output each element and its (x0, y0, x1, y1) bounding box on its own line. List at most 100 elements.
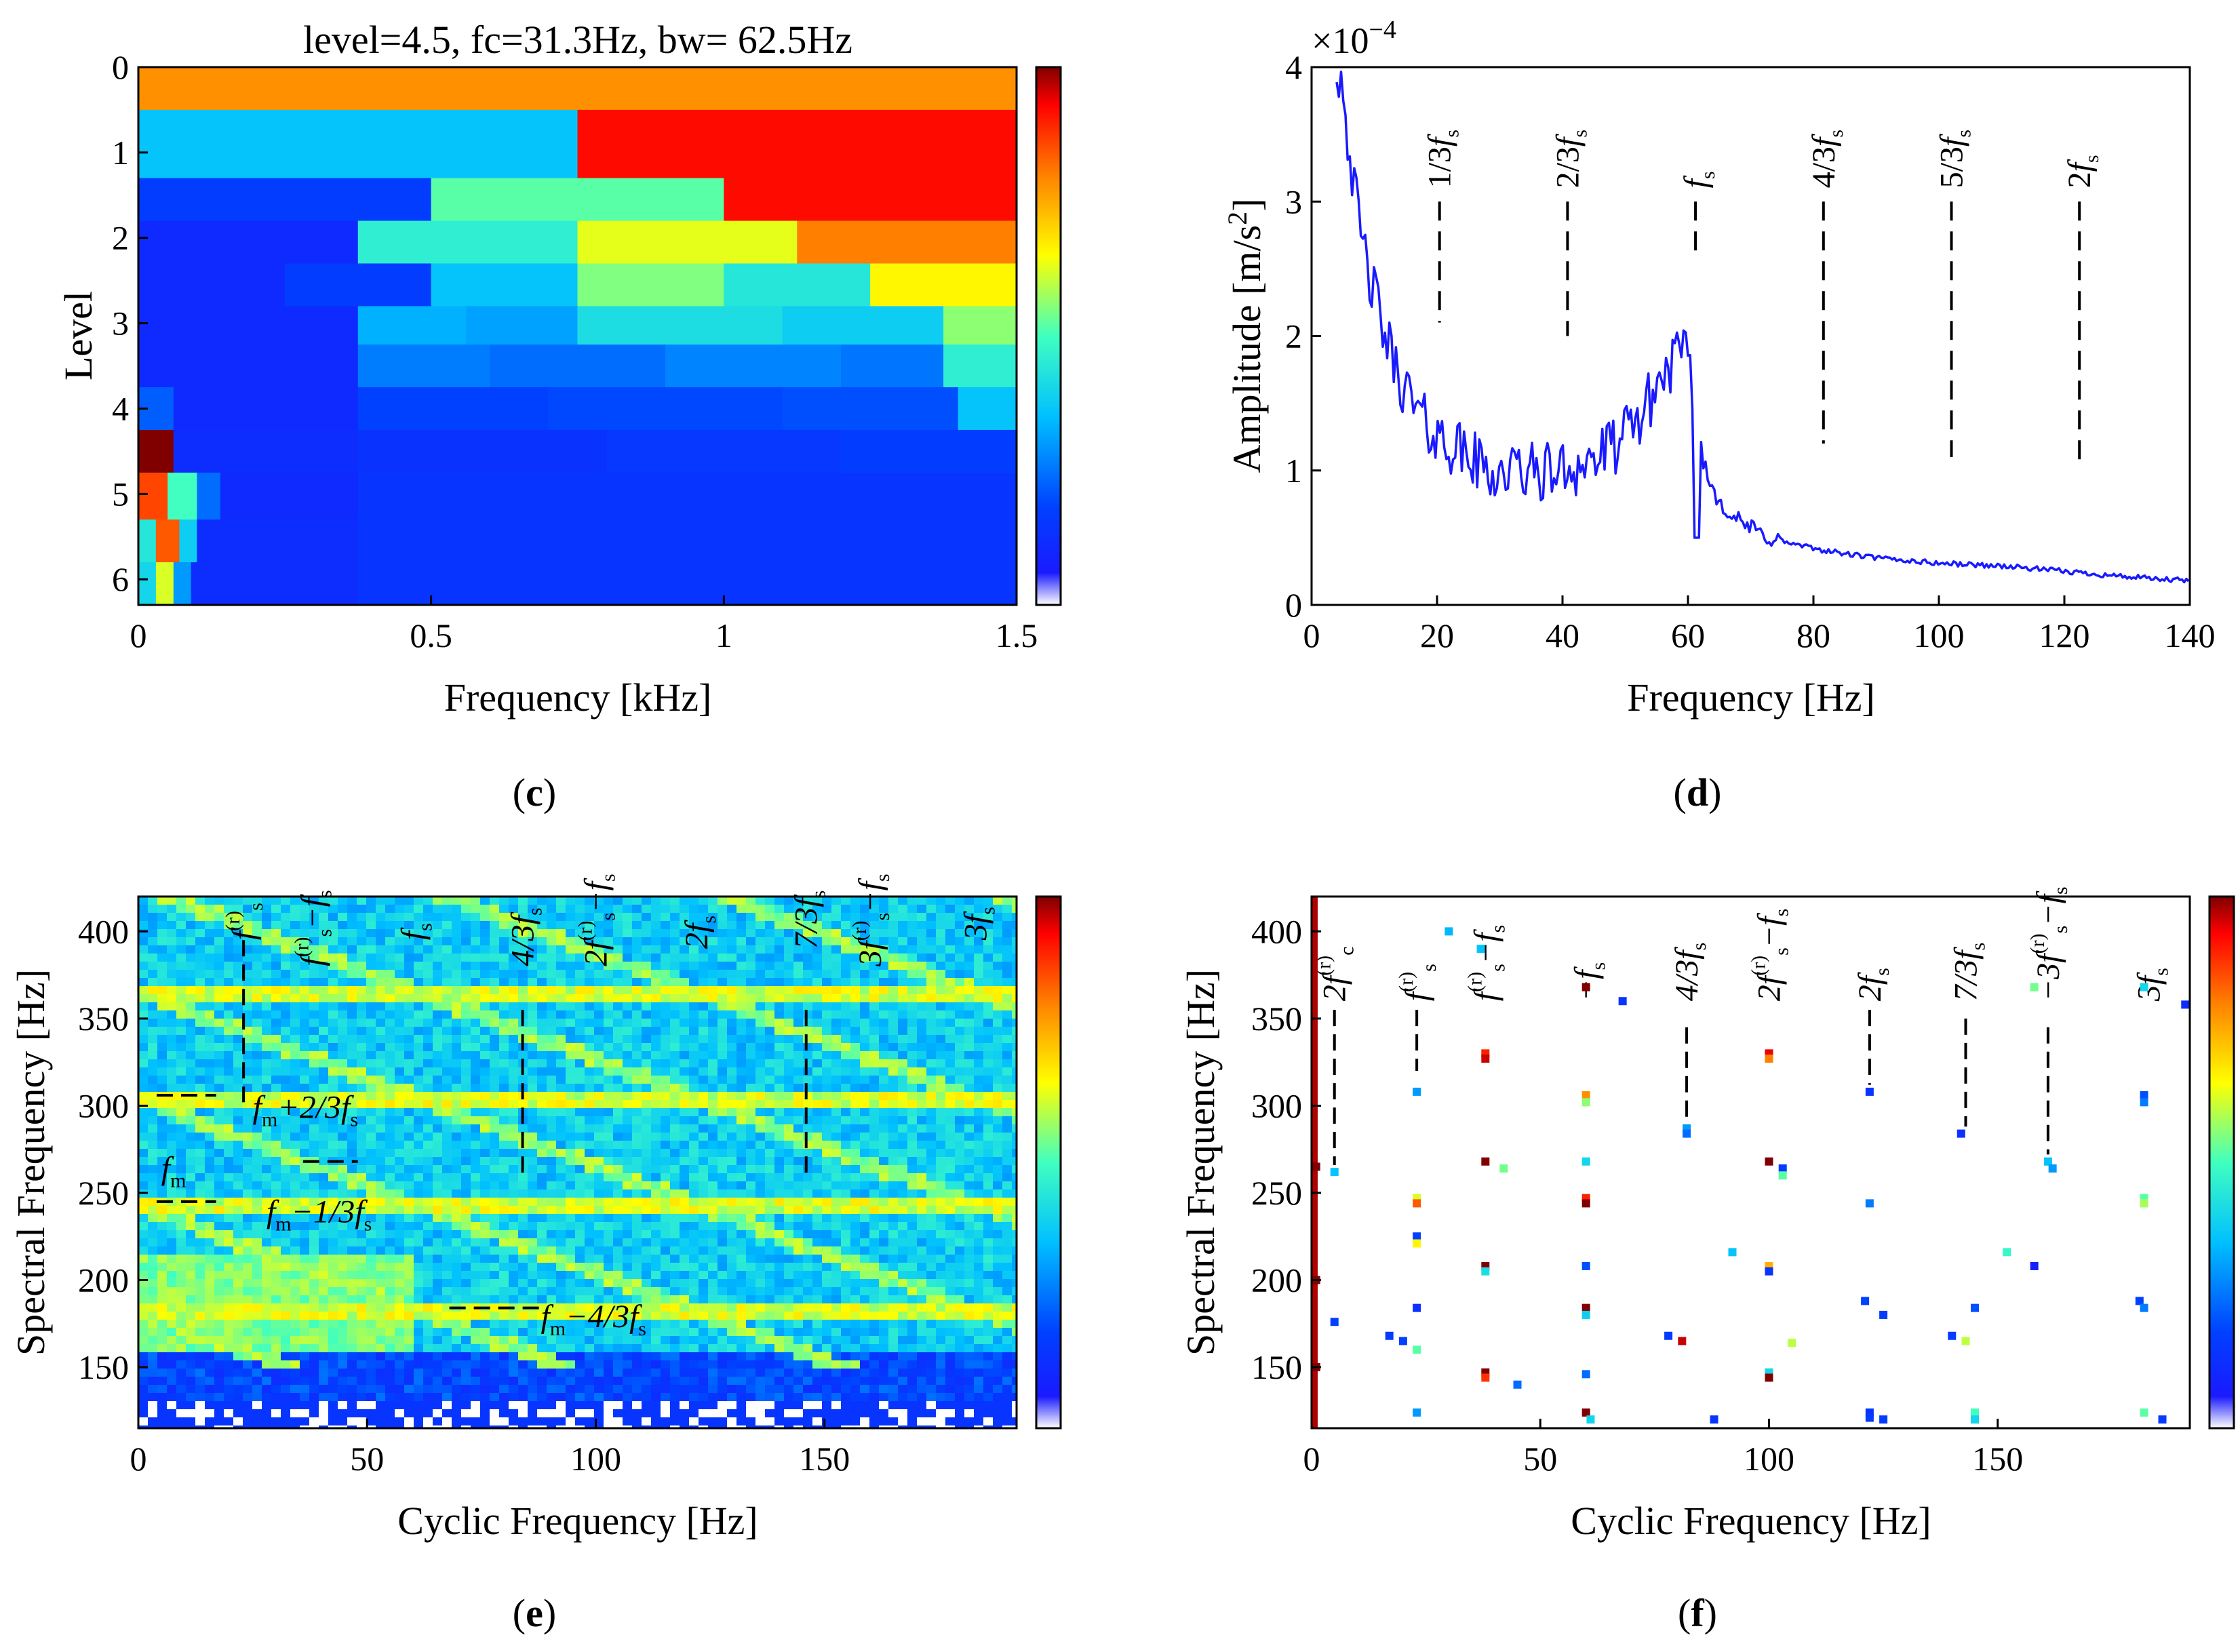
panel-e-cell (547, 945, 557, 954)
panel-e-cell (452, 921, 462, 930)
panel-e-cell (765, 1076, 775, 1084)
panel-e-cell (613, 1157, 623, 1166)
panel-e-cell (983, 986, 994, 995)
panel-e-cell (604, 1027, 614, 1036)
panel-e-cell (689, 1238, 699, 1247)
panel-e-cell (328, 1010, 338, 1019)
panel-e-cell (157, 1214, 168, 1223)
panel-e-cell (879, 1149, 889, 1158)
panel-e-cell (556, 1206, 566, 1215)
panel-e-cell (499, 1149, 509, 1158)
panel-e-cell (869, 970, 880, 979)
panel-e-cell (623, 1141, 633, 1149)
panel-d-harmonic-fraction: 2/3 (1550, 146, 1586, 188)
panel-c-cell (197, 472, 221, 520)
panel-e-cell (670, 1255, 680, 1263)
panel-e-cell (926, 1230, 937, 1239)
panel-e-cell (328, 945, 338, 954)
panel-e-cell (243, 1067, 253, 1076)
panel-e-cell (480, 1141, 490, 1149)
panel-e-cell (594, 978, 604, 987)
panel-e-cell (537, 929, 547, 938)
panel-e-cell (157, 1206, 168, 1215)
panel-e-cell (774, 1059, 785, 1068)
panel-e-cell (898, 1165, 908, 1174)
panel-e-cell (594, 1214, 604, 1223)
panel-e-cell (328, 1246, 338, 1255)
panel-e-cell (195, 1189, 205, 1198)
panel-e-cell (936, 1067, 946, 1076)
panel-e-cell (480, 970, 490, 979)
panel-e-cell (765, 1067, 775, 1076)
panel-e-cell (727, 1189, 737, 1198)
panel-e-cell (841, 921, 851, 930)
panel-e-cell (556, 1295, 566, 1304)
panel-e-cell (917, 945, 927, 954)
panel-e-cell (186, 1181, 196, 1190)
panel-e-cell (490, 897, 500, 905)
panel-e-cell (613, 1059, 623, 1068)
panel-e-cell (518, 937, 528, 946)
panel-e-cell (746, 897, 756, 905)
panel-e-cell (281, 1271, 291, 1280)
panel-e-cell (423, 1263, 433, 1272)
panel-e-cell (300, 1246, 310, 1255)
panel-e-cell (774, 897, 785, 905)
panel-e-cell (793, 1173, 804, 1182)
panel-e-cell (926, 1165, 937, 1174)
panel-e-cell (357, 1271, 367, 1280)
panel-e-cell (376, 1141, 386, 1149)
panel-e-cell (528, 962, 538, 970)
panel-e-cell (509, 1067, 519, 1076)
panel-e-cell (252, 978, 262, 987)
panel-e-cell (490, 1173, 500, 1182)
panel-e-cell (518, 897, 528, 905)
panel-e-cell (936, 1295, 946, 1304)
panel-e-cell (233, 1084, 243, 1093)
panel-e-cell (537, 1035, 547, 1044)
panel-e-cell (290, 1149, 300, 1158)
panel-e-cell (518, 1198, 528, 1206)
panel-e-cell (547, 970, 557, 979)
panel-e-cell (974, 1230, 984, 1239)
panel-e-cell (689, 1084, 699, 1093)
panel-e-cell (528, 905, 538, 913)
panel-e-cell (271, 1002, 281, 1011)
panel-e-cell (547, 1141, 557, 1149)
panel-e-cell (822, 1035, 832, 1044)
panel-c-cell (870, 263, 1017, 307)
panel-e-cell (623, 1246, 633, 1255)
panel-e-cell (233, 1051, 243, 1060)
panel-e-cell (233, 1206, 243, 1215)
panel-e-cell (385, 897, 395, 905)
panel-e-cell (262, 1206, 272, 1215)
panel-e-cell (651, 1173, 661, 1182)
panel-e-cell (936, 1206, 946, 1215)
panel-e-cell (414, 1189, 424, 1198)
panel-e-cell (860, 1108, 870, 1117)
panel-e-cell (822, 1076, 832, 1084)
panel-e-cell (262, 1246, 272, 1255)
panel-e-cell (831, 994, 842, 1003)
panel-e-cell (661, 1116, 671, 1125)
panel-e-cell (233, 1141, 243, 1149)
panel-e-cell (718, 1076, 728, 1084)
panel-e-cell (926, 1198, 937, 1206)
panel-e-cell (176, 1108, 186, 1117)
panel-e-cell (195, 1051, 205, 1060)
panel-e-cell (983, 1124, 994, 1133)
panel-e-cell (594, 1165, 604, 1174)
panel-e-cell (442, 1312, 452, 1320)
panel-e-cell (547, 913, 557, 922)
panel-e-cell (566, 1149, 576, 1158)
panel-e-cell (205, 986, 215, 995)
panel-e-cell (736, 1238, 747, 1247)
panel-e-cell (281, 1157, 291, 1166)
panel-e-cell (774, 1076, 785, 1084)
panel-e-cell (642, 1141, 652, 1149)
panel-e-cell (727, 962, 737, 970)
panel-e-cell (271, 1255, 281, 1263)
panel-e-cell (461, 994, 471, 1003)
panel-e-cell (195, 1230, 205, 1239)
panel-e-cell (860, 1051, 870, 1060)
